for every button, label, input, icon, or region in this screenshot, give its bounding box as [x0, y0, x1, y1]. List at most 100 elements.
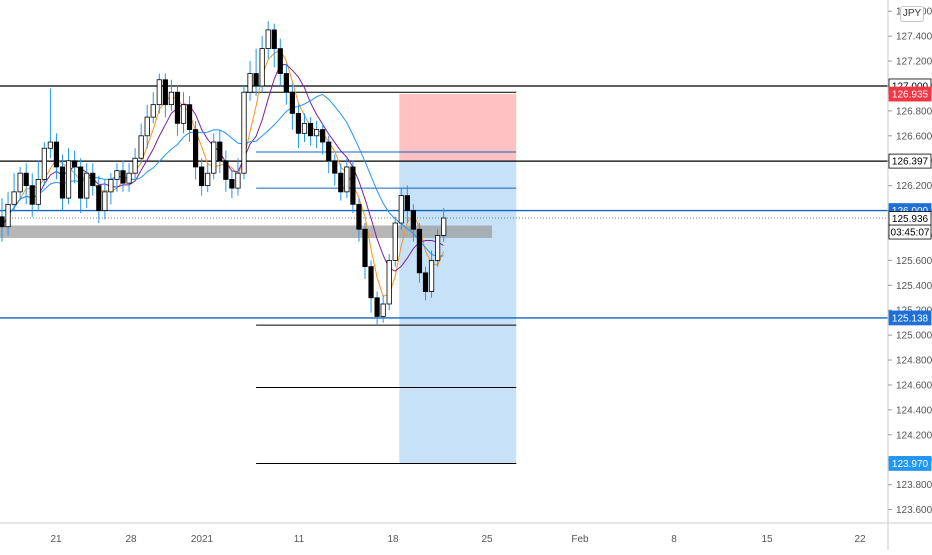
candle-body — [229, 179, 235, 189]
candle-body — [223, 160, 229, 180]
price-label-125-936: 125.936 — [888, 211, 932, 226]
candle-body — [434, 235, 441, 261]
candle-body — [271, 29, 277, 50]
currency-badge[interactable]: JPY — [900, 6, 924, 22]
countdown-label: 03:45:07 — [888, 224, 932, 240]
candle-body — [41, 147, 47, 180]
y-tick-label: 124.600 — [896, 380, 932, 391]
candle-body — [192, 129, 199, 168]
candle-body — [283, 73, 289, 93]
price-label-text: 125.936 — [892, 214, 929, 225]
candle-body — [29, 185, 35, 205]
candle-body — [53, 141, 60, 168]
candle-body — [156, 79, 162, 106]
candle-body — [307, 122, 314, 137]
candle-body — [235, 172, 241, 189]
candle-body — [47, 141, 54, 149]
candle-body — [313, 129, 320, 137]
candle-body — [90, 172, 96, 187]
candle-body — [301, 122, 308, 134]
candle-body — [150, 104, 156, 118]
candle-body — [386, 259, 392, 305]
y-tick-label: 127.400 — [896, 32, 932, 43]
candle-body — [17, 172, 23, 193]
candle-body — [368, 266, 374, 299]
price-label-text: 125.138 — [892, 313, 929, 324]
candle-body — [247, 73, 253, 93]
loss-zone — [399, 94, 517, 162]
x-tick-label: 11 — [294, 534, 305, 545]
candle-body — [350, 166, 356, 205]
candle-body — [362, 228, 368, 268]
candle-body — [398, 195, 404, 224]
candle-body — [259, 48, 265, 87]
y-tick-label: 123.600 — [896, 505, 932, 516]
support-zone — [0, 225, 493, 238]
candle-body — [144, 116, 150, 137]
x-tick-label: 2021 — [191, 534, 214, 545]
candle-body — [168, 91, 174, 106]
candle-body — [35, 179, 41, 205]
candle-body — [96, 185, 102, 211]
price-label-126-935: 126.935 — [888, 86, 932, 102]
candle-body — [428, 259, 435, 292]
candle-body — [410, 210, 417, 230]
candle-body — [186, 104, 193, 130]
candle-body — [120, 170, 126, 184]
x-tick-label: 15 — [761, 534, 773, 545]
candle-body — [5, 203, 11, 228]
profit-zone — [399, 161, 517, 464]
candle-body — [338, 172, 344, 193]
time-axis: 21 28 2021 11 18 25 Feb 8 15 22 — [50, 534, 866, 545]
x-tick-label: 8 — [671, 534, 677, 545]
candle-body — [217, 141, 223, 162]
price-label-text: 126.397 — [892, 157, 929, 168]
candle-body — [441, 217, 447, 236]
price-label-bg — [888, 86, 932, 102]
y-tick-label: 124.800 — [896, 356, 932, 367]
y-tick-label: 125.600 — [896, 256, 932, 267]
candle-body — [404, 195, 410, 211]
candle-body — [174, 91, 181, 124]
drawing-zones — [0, 94, 517, 464]
candle-body — [72, 160, 78, 168]
candle-body — [78, 166, 84, 199]
candle-body — [326, 141, 332, 162]
candle-body — [380, 303, 386, 317]
y-tick-label: 124.400 — [896, 405, 932, 416]
price-label-bg — [888, 310, 932, 326]
candle-body — [126, 172, 132, 184]
price-labels: 127.000126.935126.397126.000125.936125.1… — [888, 78, 932, 471]
candle-body — [0, 216, 5, 228]
price-label-bg — [888, 456, 932, 471]
x-tick-label: 22 — [854, 534, 866, 545]
y-tick-label: 125.000 — [896, 331, 932, 342]
y-tick-label: 124.200 — [896, 430, 932, 441]
countdown-bg — [888, 224, 932, 240]
candle-body — [289, 91, 296, 114]
y-tick-label: 126.800 — [896, 106, 932, 117]
candle-body — [392, 222, 398, 261]
y-tick-label: 127.200 — [896, 57, 932, 68]
y-tick-label: 126.200 — [896, 181, 932, 192]
candle-body — [241, 91, 247, 174]
candle-body — [295, 112, 302, 134]
countdown-text: 03:45:07 — [891, 228, 930, 239]
price-label-text: 126.935 — [892, 90, 929, 101]
candle-body — [114, 170, 120, 180]
candle-body — [205, 172, 211, 187]
candle-body — [162, 79, 168, 106]
candle-body — [265, 29, 271, 50]
candle-body — [102, 191, 108, 211]
candle-body — [11, 191, 17, 205]
candle-body — [84, 172, 90, 199]
x-tick-label: 21 — [50, 534, 62, 545]
candle-body — [344, 166, 350, 193]
x-tick-label: 18 — [387, 534, 399, 545]
candle-body — [332, 160, 338, 174]
x-tick-label: Feb — [571, 534, 589, 545]
candle-body — [65, 160, 72, 199]
price-label-123-970: 123.970 — [888, 456, 932, 471]
